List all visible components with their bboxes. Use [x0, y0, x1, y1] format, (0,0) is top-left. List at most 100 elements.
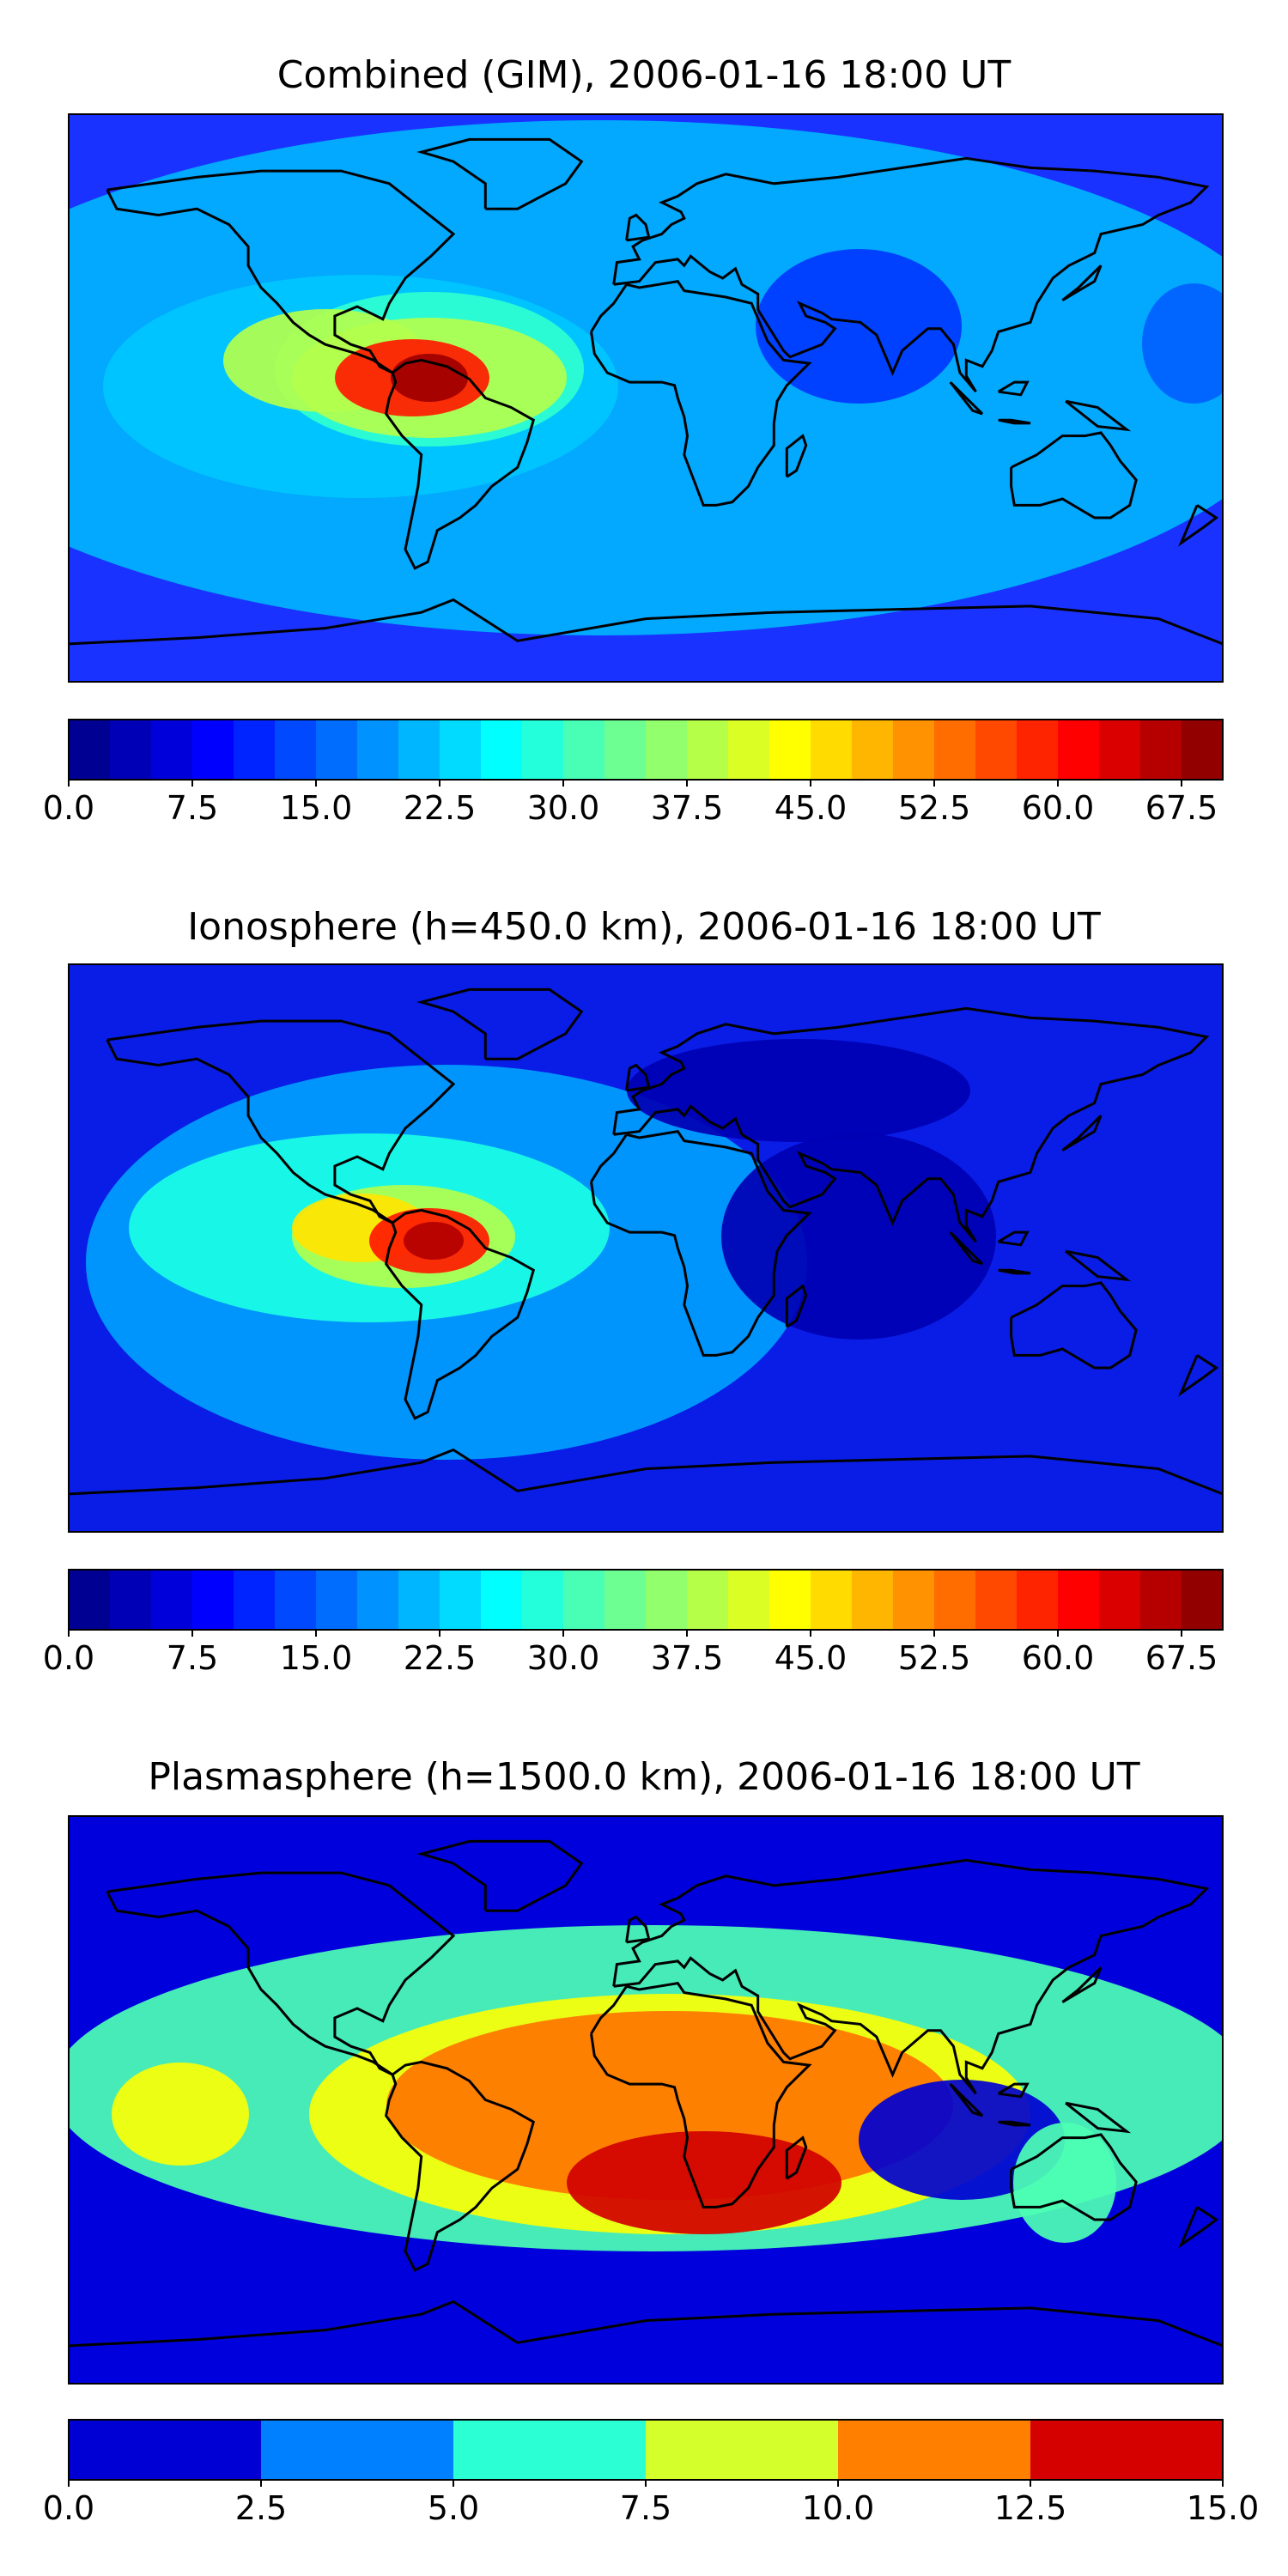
coastline — [106, 1019, 456, 1224]
colorbar-tick-label: 22.5 — [404, 789, 477, 827]
colorbar-segment — [522, 720, 564, 780]
colorbar-tick-label: 0.0 — [43, 1639, 94, 1677]
colorbar-tick-label: 22.5 — [404, 1639, 477, 1677]
colorbar-frame — [68, 719, 1224, 781]
colorbar-segment — [316, 1570, 358, 1630]
coastline — [1065, 399, 1132, 432]
colorbar-segment — [1099, 720, 1141, 780]
colorbar-segment — [1099, 1570, 1141, 1630]
colorbar-segment — [453, 2420, 647, 2480]
colorbar-tick-label: 60.0 — [1022, 789, 1095, 827]
colorbar-segment — [687, 1570, 729, 1630]
map-plot — [68, 113, 1224, 683]
plot-frame — [68, 963, 1224, 1533]
coastline — [785, 1284, 808, 1328]
colorbar-segment — [838, 2420, 1031, 2480]
colorbar-segment — [852, 1570, 894, 1630]
colorbar-segment — [728, 720, 770, 780]
colorbar-tick-label: 45.0 — [775, 789, 848, 827]
coastline — [997, 1230, 1030, 1247]
colorbar: 0.0 7.5 15.0 22.5 30.0 37.5 45.0 52.5 60.0 67.5 — [43, 1569, 1224, 1677]
coastline — [1061, 264, 1103, 301]
coastline — [1178, 2206, 1219, 2249]
colorbar-segment — [398, 1570, 440, 1630]
colorbar-segment — [69, 720, 111, 780]
coastline — [69, 1448, 1223, 1496]
colorbar-segment — [811, 1570, 853, 1630]
field-contour-region — [567, 2131, 841, 2234]
colorbar-segment — [1017, 1570, 1059, 1630]
colorbar-segment — [1182, 720, 1224, 780]
coastlines — [69, 137, 1223, 646]
map-plot — [68, 963, 1224, 1533]
colorbar-tick-label: 60.0 — [1022, 1639, 1095, 1677]
coastline — [998, 418, 1031, 425]
colorbar-segment — [893, 1570, 935, 1630]
colorbar-tick-label: 7.5 — [167, 789, 218, 827]
coastline — [1010, 431, 1138, 519]
coastline — [998, 1268, 1031, 1275]
chart-title: Ionosphere (h=450.0 km), 2006-01-16 18:0… — [187, 905, 1101, 949]
colorbar-segment — [261, 2420, 454, 2480]
colorbar-tick-label: 45.0 — [775, 1639, 848, 1677]
colorbar-segment — [975, 1570, 1018, 1630]
field-contour-region — [721, 1133, 996, 1340]
coastline — [949, 2083, 984, 2117]
coastline — [625, 213, 651, 242]
colorbar-segment — [646, 2420, 839, 2480]
colorbar-segment — [934, 1570, 976, 1630]
coastline — [416, 137, 584, 210]
field-contour-region — [756, 249, 962, 404]
coastlines — [69, 1839, 1223, 2348]
coastline — [612, 1858, 1210, 2095]
panel-ionosphere: Ionosphere (h=450.0 km), 2006-01-16 18:0… — [0, 859, 1288, 1717]
coastline — [106, 169, 456, 374]
colorbar-segment — [1017, 720, 1059, 780]
colorbar-segment — [605, 720, 647, 780]
coastline — [625, 1915, 651, 1944]
coastline — [1010, 1281, 1138, 1370]
coastline — [998, 2120, 1031, 2127]
colorbar-tick-label: 12.5 — [994, 2489, 1067, 2527]
colorbar-segment — [1058, 720, 1100, 780]
colorbar-tick-label: 37.5 — [651, 1639, 724, 1677]
colorbar-segment — [728, 1570, 770, 1630]
colorbar: 0.0 7.5 15.0 22.5 30.0 37.5 45.0 52.5 60.0 67.5 — [43, 719, 1224, 827]
colorbar-tick-label: 30.0 — [527, 1639, 600, 1677]
colorbar-tick-label: 0.0 — [43, 2489, 94, 2527]
field-contour-region — [69, 120, 1223, 635]
colorbar: 0.0 2.5 5.0 7.5 10.0 12.5 15.0 — [43, 2419, 1259, 2527]
coastline — [106, 1871, 456, 2076]
coastline — [384, 1208, 536, 1420]
colorbar-tick-label: 7.5 — [620, 2489, 671, 2527]
colorbar-segment — [975, 720, 1018, 780]
colorbar-segment — [934, 720, 976, 780]
coastline — [785, 434, 808, 478]
coastline — [1178, 504, 1219, 547]
coastline — [416, 1839, 584, 1912]
colorbar-tick-label: 0.0 — [43, 789, 94, 827]
colorbar-segment — [852, 720, 894, 780]
colorbar-tick-label: 67.5 — [1145, 1639, 1218, 1677]
field-contour-region — [1142, 283, 1223, 404]
colorbar-segment — [893, 720, 935, 780]
field-layer — [69, 120, 1223, 635]
panel-combined: Combined (GIM), 2006-01-16 18:00 UT 0.0 7… — [0, 0, 1288, 859]
colorbar-segment — [646, 1570, 688, 1630]
colorbar-segment — [316, 720, 358, 780]
colorbar-segment — [357, 1570, 399, 1630]
colorbar-segment — [151, 720, 193, 780]
coastline — [384, 2060, 536, 2272]
colorbar-segment — [605, 1570, 647, 1630]
colorbar-segment — [646, 720, 688, 780]
colorbar-segment — [1140, 720, 1182, 780]
coastline — [997, 2082, 1030, 2099]
colorbar-segment — [275, 1570, 317, 1630]
coastline — [949, 1231, 984, 1266]
chart-title: Combined (GIM), 2006-01-16 18:00 UT — [276, 53, 1012, 97]
colorbar-tick-label: 52.5 — [898, 789, 971, 827]
coastline — [416, 987, 584, 1060]
coastline — [590, 279, 812, 507]
colorbar-segment — [769, 1570, 811, 1630]
colorbar-segment — [357, 720, 399, 780]
